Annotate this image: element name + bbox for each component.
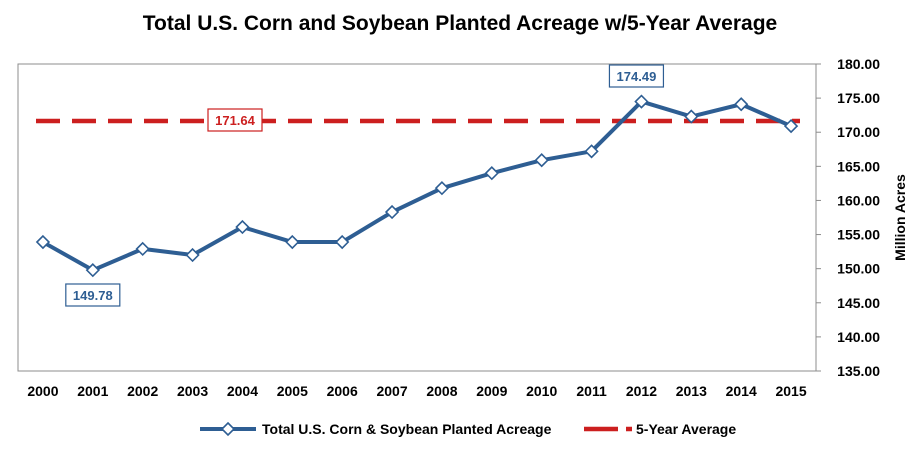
chart-title: Total U.S. Corn and Soybean Planted Acre… xyxy=(143,12,777,35)
series-total-acreage xyxy=(35,94,799,278)
data-label: 174.49 xyxy=(617,69,657,84)
data-point xyxy=(35,234,51,250)
data-point xyxy=(384,204,400,220)
x-tick-label: 2003 xyxy=(177,383,208,399)
y-tick-label: 140.00 xyxy=(837,329,880,345)
x-tick-label: 2010 xyxy=(526,383,557,399)
data-point xyxy=(335,234,350,250)
data-point xyxy=(734,97,749,112)
data-label-box xyxy=(207,108,263,132)
plot-area xyxy=(17,63,817,372)
y-tick-label: 150.00 xyxy=(837,261,880,277)
y-tick-label: 145.00 xyxy=(837,295,880,311)
data-point xyxy=(235,219,250,235)
data-point xyxy=(534,153,549,168)
data-point xyxy=(684,109,699,124)
x-tick-label: 2006 xyxy=(327,383,358,399)
data-point xyxy=(584,144,599,159)
data-point xyxy=(135,241,150,257)
data-point xyxy=(185,247,200,263)
x-tick-label: 2007 xyxy=(376,383,407,399)
y-tick-label: 160.00 xyxy=(837,192,880,208)
x-tick-label: 2002 xyxy=(127,383,158,399)
data-point xyxy=(285,234,300,250)
data-label-box xyxy=(608,64,665,88)
x-tick-label: 2011 xyxy=(576,383,607,399)
y-tick-label: 135.00 xyxy=(837,363,880,379)
x-tick-label: 2008 xyxy=(426,383,457,399)
x-axis-tick-labels: 2000 2001 2002 2003 2004 2005 2006 2007 2008 2009… xyxy=(27,383,806,399)
legend-label-total-acreage: Total U.S. Corn & Soybean Planted Acreag… xyxy=(262,421,552,437)
y-tick-label: 165.00 xyxy=(837,158,880,174)
data-point xyxy=(434,181,450,196)
data-point xyxy=(634,94,649,109)
legend: Total U.S. Corn & Soybean Planted Acreag… xyxy=(200,421,736,437)
x-tick-label: 2012 xyxy=(626,383,657,399)
legend-marker-total-acreage xyxy=(220,421,236,437)
axes xyxy=(17,63,821,372)
x-tick-label: 2000 xyxy=(27,383,58,399)
x-tick-label: 2015 xyxy=(775,383,806,399)
y-tick-label: 170.00 xyxy=(837,124,880,140)
x-tick-label: 2001 xyxy=(77,383,108,399)
y-tick-label: 155.00 xyxy=(837,227,880,243)
data-point xyxy=(783,118,799,134)
y-tick-label: 175.00 xyxy=(837,90,880,106)
x-tick-label: 2013 xyxy=(676,383,707,399)
annotations: 149.78 174.49 171.64 xyxy=(65,64,665,307)
x-tick-label: 2004 xyxy=(227,383,258,399)
y-axis-tick-labels: 135.00 140.00 145.00 150.00 155.00 160.00 165.… xyxy=(837,56,880,379)
data-label: 171.64 xyxy=(215,113,256,128)
data-label: 149.78 xyxy=(73,288,113,303)
y-tick-label: 180.00 xyxy=(837,56,880,72)
data-point xyxy=(484,166,499,181)
data-label-box xyxy=(65,283,121,307)
y-axis-label: Million Acres xyxy=(892,174,908,261)
x-tick-label: 2014 xyxy=(726,383,757,399)
x-tick-label: 2005 xyxy=(277,383,308,399)
data-point xyxy=(85,263,100,278)
series-line xyxy=(41,99,792,273)
x-tick-label: 2009 xyxy=(476,383,507,399)
legend-label-average: 5-Year Average xyxy=(636,421,736,437)
